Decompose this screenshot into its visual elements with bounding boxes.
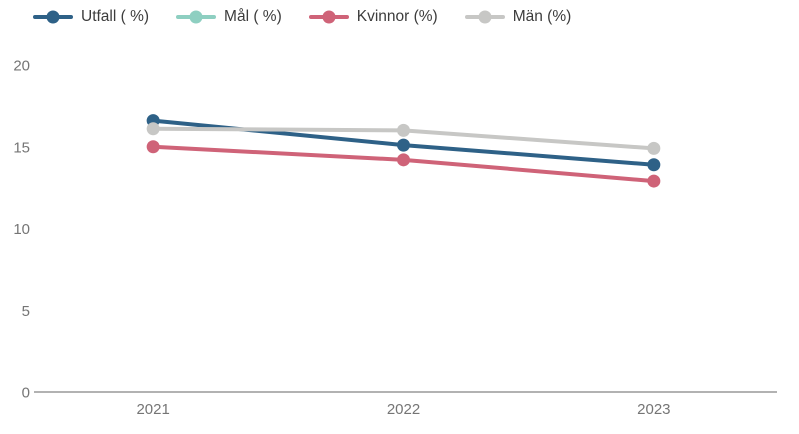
y-tick-label: 15: [13, 139, 30, 156]
legend-item-kvinnor[interactable]: Kvinnor (%): [308, 8, 438, 26]
legend-item-utfall[interactable]: Utfall ( %): [33, 8, 149, 26]
legend-marker-man-icon: [464, 10, 505, 24]
y-tick-label: 10: [13, 221, 30, 238]
x-tick-label: 2022: [387, 401, 420, 418]
legend-item-man[interactable]: Män (%): [464, 8, 572, 26]
legend-marker-kvinnor-icon: [308, 10, 349, 24]
chart-legend: Utfall ( %) Mål ( %) Kvinnor (%) Män (%): [33, 6, 571, 28]
data-point[interactable]: [647, 174, 661, 188]
data-point[interactable]: [397, 138, 410, 152]
y-tick-label: 20: [13, 58, 30, 75]
data-point[interactable]: [397, 123, 410, 137]
y-tick-label: 5: [22, 303, 30, 320]
data-point[interactable]: [146, 140, 160, 154]
legend-marker-mal-icon: [176, 10, 217, 24]
legend-label-utfall: Utfall ( %): [81, 8, 150, 25]
y-tick-label: 0: [22, 385, 30, 402]
legend-item-mal[interactable]: Mål ( %): [176, 8, 282, 26]
legend-marker-utfall-icon: [33, 10, 73, 24]
data-point[interactable]: [146, 122, 160, 136]
x-tick-label: 2021: [136, 401, 169, 418]
data-point[interactable]: [397, 153, 410, 167]
legend-label-mal: Mål ( %): [224, 8, 282, 25]
legend-label-man: Män (%): [512, 8, 572, 25]
data-point[interactable]: [647, 158, 661, 172]
legend-label-kvinnor: Kvinnor (%): [356, 8, 438, 25]
x-tick-label: 2023: [637, 401, 670, 418]
data-point[interactable]: [647, 141, 661, 155]
